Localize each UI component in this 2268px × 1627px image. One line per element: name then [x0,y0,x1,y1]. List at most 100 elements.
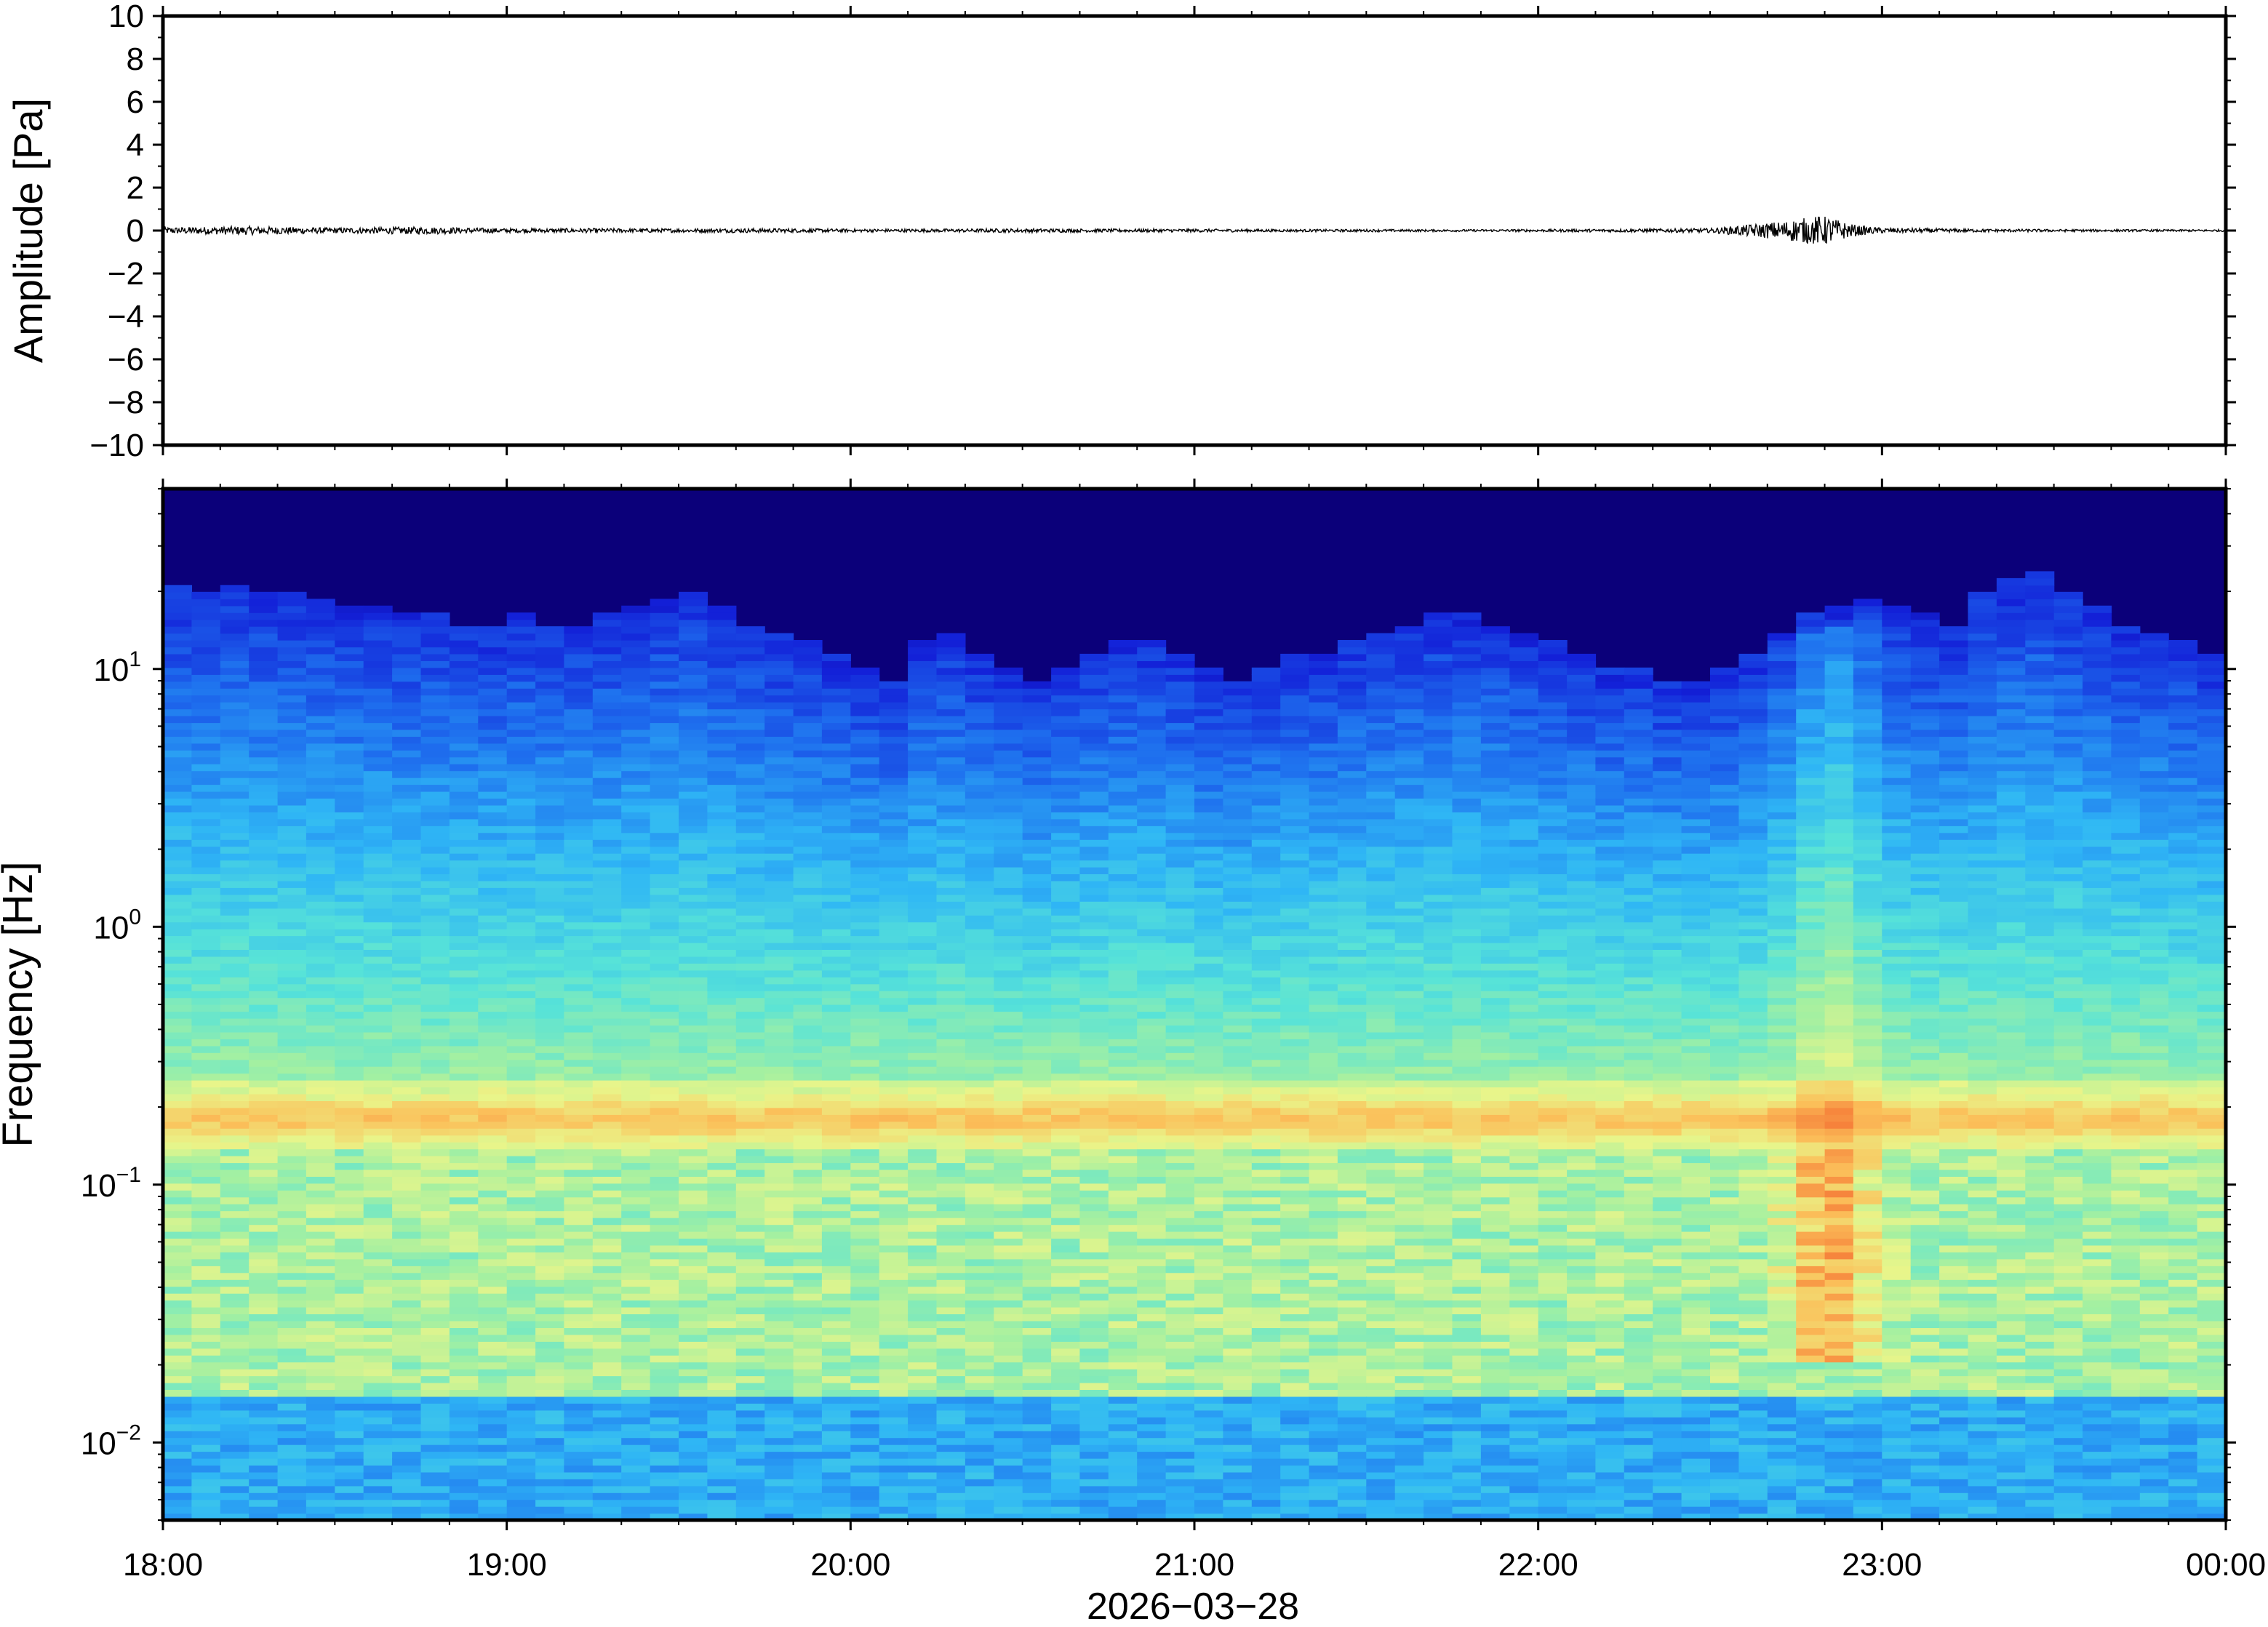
spectrogram-cell [764,853,794,860]
spectrogram-cell [1051,881,1080,888]
spectrogram-cell [679,949,708,956]
spectrogram-cell [335,1012,364,1019]
spectrogram-cell [535,805,564,812]
spectrogram-cell [764,1225,794,1232]
spectrogram-cell [850,1211,879,1218]
spectrogram-cell [965,1355,994,1362]
spectrogram-cell [278,729,307,737]
spectrogram-cell [1194,860,1223,868]
spectrogram-cell [593,1376,622,1383]
spectrogram-cell [736,1074,765,1081]
spectrogram-cell [1109,1231,1138,1239]
spectrogram-cell [1023,1458,1052,1466]
spectrogram-cell [364,777,393,785]
spectrogram-cell [879,1046,909,1053]
spectrogram-cell [163,1183,192,1191]
spectrogram-cell [278,1135,307,1143]
spectrogram-cell [908,991,937,998]
spectrogram-cell [679,660,708,668]
spectrogram-cell [1137,1486,1166,1493]
spectrogram-cell [191,1108,220,1115]
spectrogram-cell [220,1074,249,1081]
spectrogram-cell [163,805,192,812]
spectrogram-cell [1166,867,1195,874]
spectrogram-cell [163,1074,192,1081]
spectrogram-cell [965,998,994,1005]
spectrogram-cell [707,1444,736,1452]
spectrogram-cell [306,1025,335,1032]
spectrogram-cell [1023,1046,1052,1053]
spectrogram-cell [965,1046,994,1053]
spectrogram-cell [478,874,507,881]
spectrogram-cell [794,1486,823,1493]
spectrogram-cell [1051,1122,1080,1129]
spectrogram-cell [937,688,966,695]
spectrogram-cell [650,805,679,812]
waveform-trace [163,217,2226,244]
spectrogram-cell [191,1252,220,1259]
spectrogram-cell [1166,1135,1195,1143]
spectrogram-cell [421,1506,450,1514]
spectrogram-cell [450,1012,479,1019]
spectrogram-cell [278,785,307,792]
spectrogram-cell [822,1506,851,1514]
spectrogram-cell [335,791,364,799]
spectrogram-cell [794,1231,823,1239]
spectrogram-cell [364,640,393,647]
spectrogram-cell [278,750,307,757]
spectrogram-cell [535,1039,564,1046]
spectrogram-cell [1137,1431,1166,1438]
spectrogram-cell [335,1114,364,1122]
spectrogram-cell [908,826,937,833]
spectrogram-cell [1223,1410,1252,1418]
spectrogram-cell [764,1245,794,1252]
spectrogram-cell [564,640,593,647]
spectrogram-cell [994,750,1023,757]
spectrogram-cell [249,1355,278,1362]
spectrogram-cell [1023,1479,1052,1486]
spectrogram-cell [965,757,994,764]
spectrogram-cell [822,1032,851,1039]
spectrogram-cell [1109,970,1138,978]
spectrogram-cell [994,1307,1023,1314]
spectrogram-cell [965,674,994,681]
spectrogram-cell [163,736,192,743]
spectrogram-cell [392,860,421,868]
spectrogram-cell [937,1218,966,1225]
spectrogram-cell [1223,1252,1252,1259]
spectrogram-cell [794,771,823,778]
spectrogram-cell [1023,1444,1052,1452]
spectrogram-cell [478,1300,507,1308]
spectrogram-cell [507,1066,536,1074]
spectrogram-cell [994,1259,1023,1266]
spectrogram-cell [1109,1479,1138,1486]
spectrogram-cell [994,812,1023,819]
spectrogram-cell [421,887,450,895]
spectrogram-cell [478,949,507,956]
spectrogram-cell [564,970,593,978]
spectrogram-cell [306,1156,335,1163]
spectrogram-cell [937,1149,966,1156]
spectrogram-cell [1079,1327,1109,1335]
spectrogram-cell [220,1465,249,1472]
spectrogram-cell [794,908,823,916]
spectrogram-cell [650,1341,679,1348]
spectrogram-cell [450,929,479,936]
spectrogram-cell [1223,1438,1252,1445]
spectrogram-cell [450,1060,479,1067]
spectrogram-cell [335,1266,364,1273]
spectrogram-cell [1194,1314,1223,1321]
spectrogram-cell [421,777,450,785]
spectrogram-cell [1194,1506,1223,1514]
spectrogram-cell [593,729,622,737]
spectrogram-cell [1109,881,1138,888]
spectrogram-cell [1137,1452,1166,1459]
spectrogram-cell [707,998,736,1005]
spectrogram-cell [1051,785,1080,792]
spectrogram-cell [1079,901,1109,908]
spectrogram-cell [335,1293,364,1300]
spectrogram-cell [335,716,364,723]
spectrogram-cell [1137,1479,1166,1486]
spectrogram-cell [507,695,536,703]
spectrogram-cell [1051,943,1080,950]
